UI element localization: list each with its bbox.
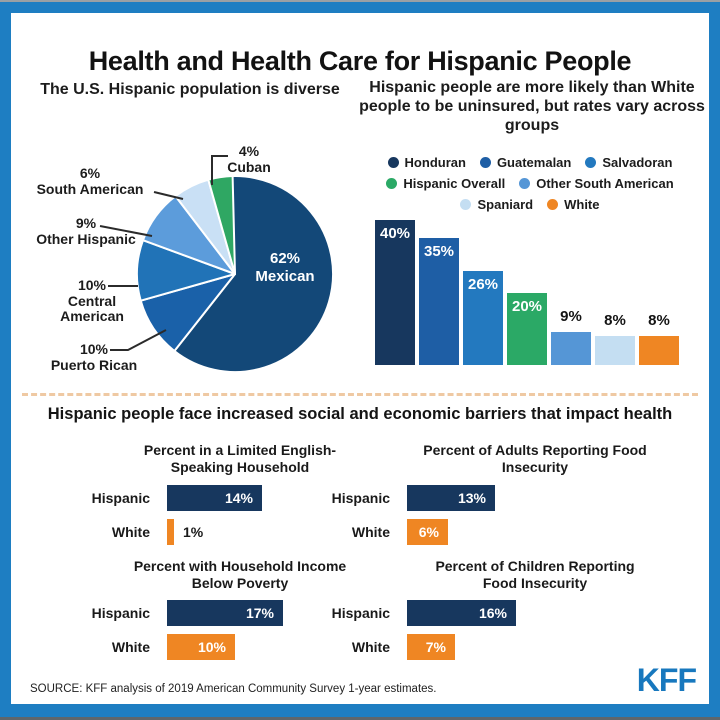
bar-value-label: 8% <box>648 312 670 329</box>
uninsured-bar-chart: 40% 35% 26% 20% 9% 8% 8% <box>375 212 681 365</box>
kff-logo: KFF <box>636 662 697 698</box>
category-label: Hispanic <box>91 605 150 621</box>
bar-value-label: 17% <box>245 605 274 621</box>
pie-label-other-hispanic: 9% Other Hispanic <box>36 215 136 247</box>
legend-dot <box>479 157 491 168</box>
mini-bar-row: White 1% <box>55 519 455 545</box>
category-label: Hispanic <box>91 490 150 506</box>
category-label: Hispanic <box>331 490 390 506</box>
mini-bar-hispanic: 16% <box>407 600 516 626</box>
mini-bar-white: 7% <box>407 634 455 660</box>
legend-label: Hispanic Overall <box>403 176 506 191</box>
legend-label: Honduran <box>404 155 466 170</box>
category-label: White <box>351 639 390 655</box>
bar-value-label: 10% <box>197 639 226 655</box>
pie-label-cuban: 4% Cuban <box>227 143 271 175</box>
mini-bar-row: Hispanic 17% <box>55 600 455 626</box>
section-divider <box>22 393 698 396</box>
bar-value-label: 14% <box>224 490 253 506</box>
legend-item: White <box>547 197 600 212</box>
mini-bar-white: 6% <box>407 519 448 545</box>
legend-dot <box>387 157 399 168</box>
legend-row: Spaniard White <box>360 194 700 215</box>
pie-chart-title: The U.S. Hispanic population is diverse <box>40 81 340 98</box>
bar-value-label: 9% <box>560 308 582 325</box>
mini-bar-row: White 6% <box>295 519 695 545</box>
bar-value-label: 1% <box>183 524 204 540</box>
legend-dot <box>460 199 472 210</box>
bar-value-label: 16% <box>478 605 507 621</box>
bar-value-label: 40% <box>379 225 411 242</box>
bar-chart-legend: Honduran Guatemalan Salvadoran Hispanic Ove… <box>360 152 700 215</box>
section-heading: Hispanic people face increased social an… <box>47 405 673 423</box>
legend-label: Other South American <box>536 176 674 191</box>
mini-bar-row: White 10% <box>55 634 455 660</box>
bar-value-label: 35% <box>423 243 455 260</box>
legend-label: Salvadoran <box>602 155 673 170</box>
mini-chart-limited-english: Hispanic 14% White 1% <box>55 485 455 553</box>
mini-chart-title-below-poverty: Percent with Household Income Below Pover… <box>133 558 347 591</box>
pie-label-south-american: 6% South American <box>36 165 144 197</box>
mini-bar-row: Hispanic 14% <box>55 485 455 511</box>
mini-chart-adult-food: Hispanic 13% White 6% <box>295 485 695 553</box>
bar-value-label: 13% <box>457 490 486 506</box>
pie-label-puerto-rican: 10% Puerto Rican <box>50 341 138 373</box>
legend-label: Spaniard <box>477 197 534 212</box>
mini-bar-hispanic: 17% <box>167 600 283 626</box>
legend-item: Hispanic Overall <box>386 176 505 191</box>
page-title: Health and Health Care for Hispanic Peop… <box>88 46 632 77</box>
legend-dot <box>585 157 597 168</box>
mini-bar-row: Hispanic 13% <box>295 485 695 511</box>
category-label: White <box>111 524 150 540</box>
legend-label: Guatemalan <box>496 155 572 170</box>
legend-item: Salvadoran <box>585 155 672 170</box>
mini-chart-title-adult-food: Percent of Adults Reporting Food Insecuri… <box>423 442 647 475</box>
legend-item: Honduran <box>387 155 466 170</box>
mini-chart-children-food: Hispanic 16% White 7% <box>295 600 695 668</box>
mini-chart-below-poverty: Hispanic 17% White 10% <box>55 600 455 668</box>
uninsured-bar: 20% <box>507 293 547 365</box>
legend-dot <box>519 178 531 189</box>
mini-bar-white <box>167 519 174 545</box>
bar-value-label: 20% <box>511 298 543 315</box>
mini-bar-white: 10% <box>167 634 235 660</box>
legend-dot <box>386 178 398 189</box>
uninsured-bar <box>639 336 679 365</box>
bar-value-label: 6% <box>418 524 439 540</box>
bar-value-label: 26% <box>467 276 499 293</box>
legend-dot <box>547 199 559 210</box>
pie-label-central-american: 10% Central American <box>60 277 124 324</box>
category-label: White <box>351 524 390 540</box>
bar-chart-title: Hispanic people are more likely than Whi… <box>359 79 705 134</box>
uninsured-bar <box>551 332 591 365</box>
legend-item: Other South American <box>519 176 674 191</box>
source-note: SOURCE: KFF analysis of 2019 American Co… <box>30 683 437 695</box>
mini-bar-row: White 7% <box>295 634 695 660</box>
mini-bar-hispanic: 14% <box>167 485 262 511</box>
mini-bar-row: Hispanic 16% <box>295 600 695 626</box>
legend-item: Spaniard <box>460 197 533 212</box>
uninsured-bar: 26% <box>463 271 503 365</box>
bar-value-label: 7% <box>425 639 446 655</box>
uninsured-bar <box>595 336 635 365</box>
mini-bar-hispanic: 13% <box>407 485 495 511</box>
uninsured-bar: 40% <box>375 220 415 365</box>
pie-slice-mexican <box>173 175 335 374</box>
legend-item: Guatemalan <box>479 155 572 170</box>
legend-row: Honduran Guatemalan Salvadoran <box>360 152 700 173</box>
mini-chart-title-limited-english: Percent in a Limited English- Speaking Ho… <box>143 442 337 475</box>
uninsured-bar: 35% <box>419 238 459 365</box>
category-label: White <box>111 639 150 655</box>
legend-row: Hispanic Overall Other South American <box>360 173 700 194</box>
bar-value-label: 8% <box>604 312 626 329</box>
mini-chart-title-children-food: Percent of Children Reporting Food Insecu… <box>435 558 635 591</box>
legend-label: White <box>564 197 600 212</box>
category-label: Hispanic <box>331 605 390 621</box>
pie-label-mexican: 62% Mexican <box>255 250 315 285</box>
